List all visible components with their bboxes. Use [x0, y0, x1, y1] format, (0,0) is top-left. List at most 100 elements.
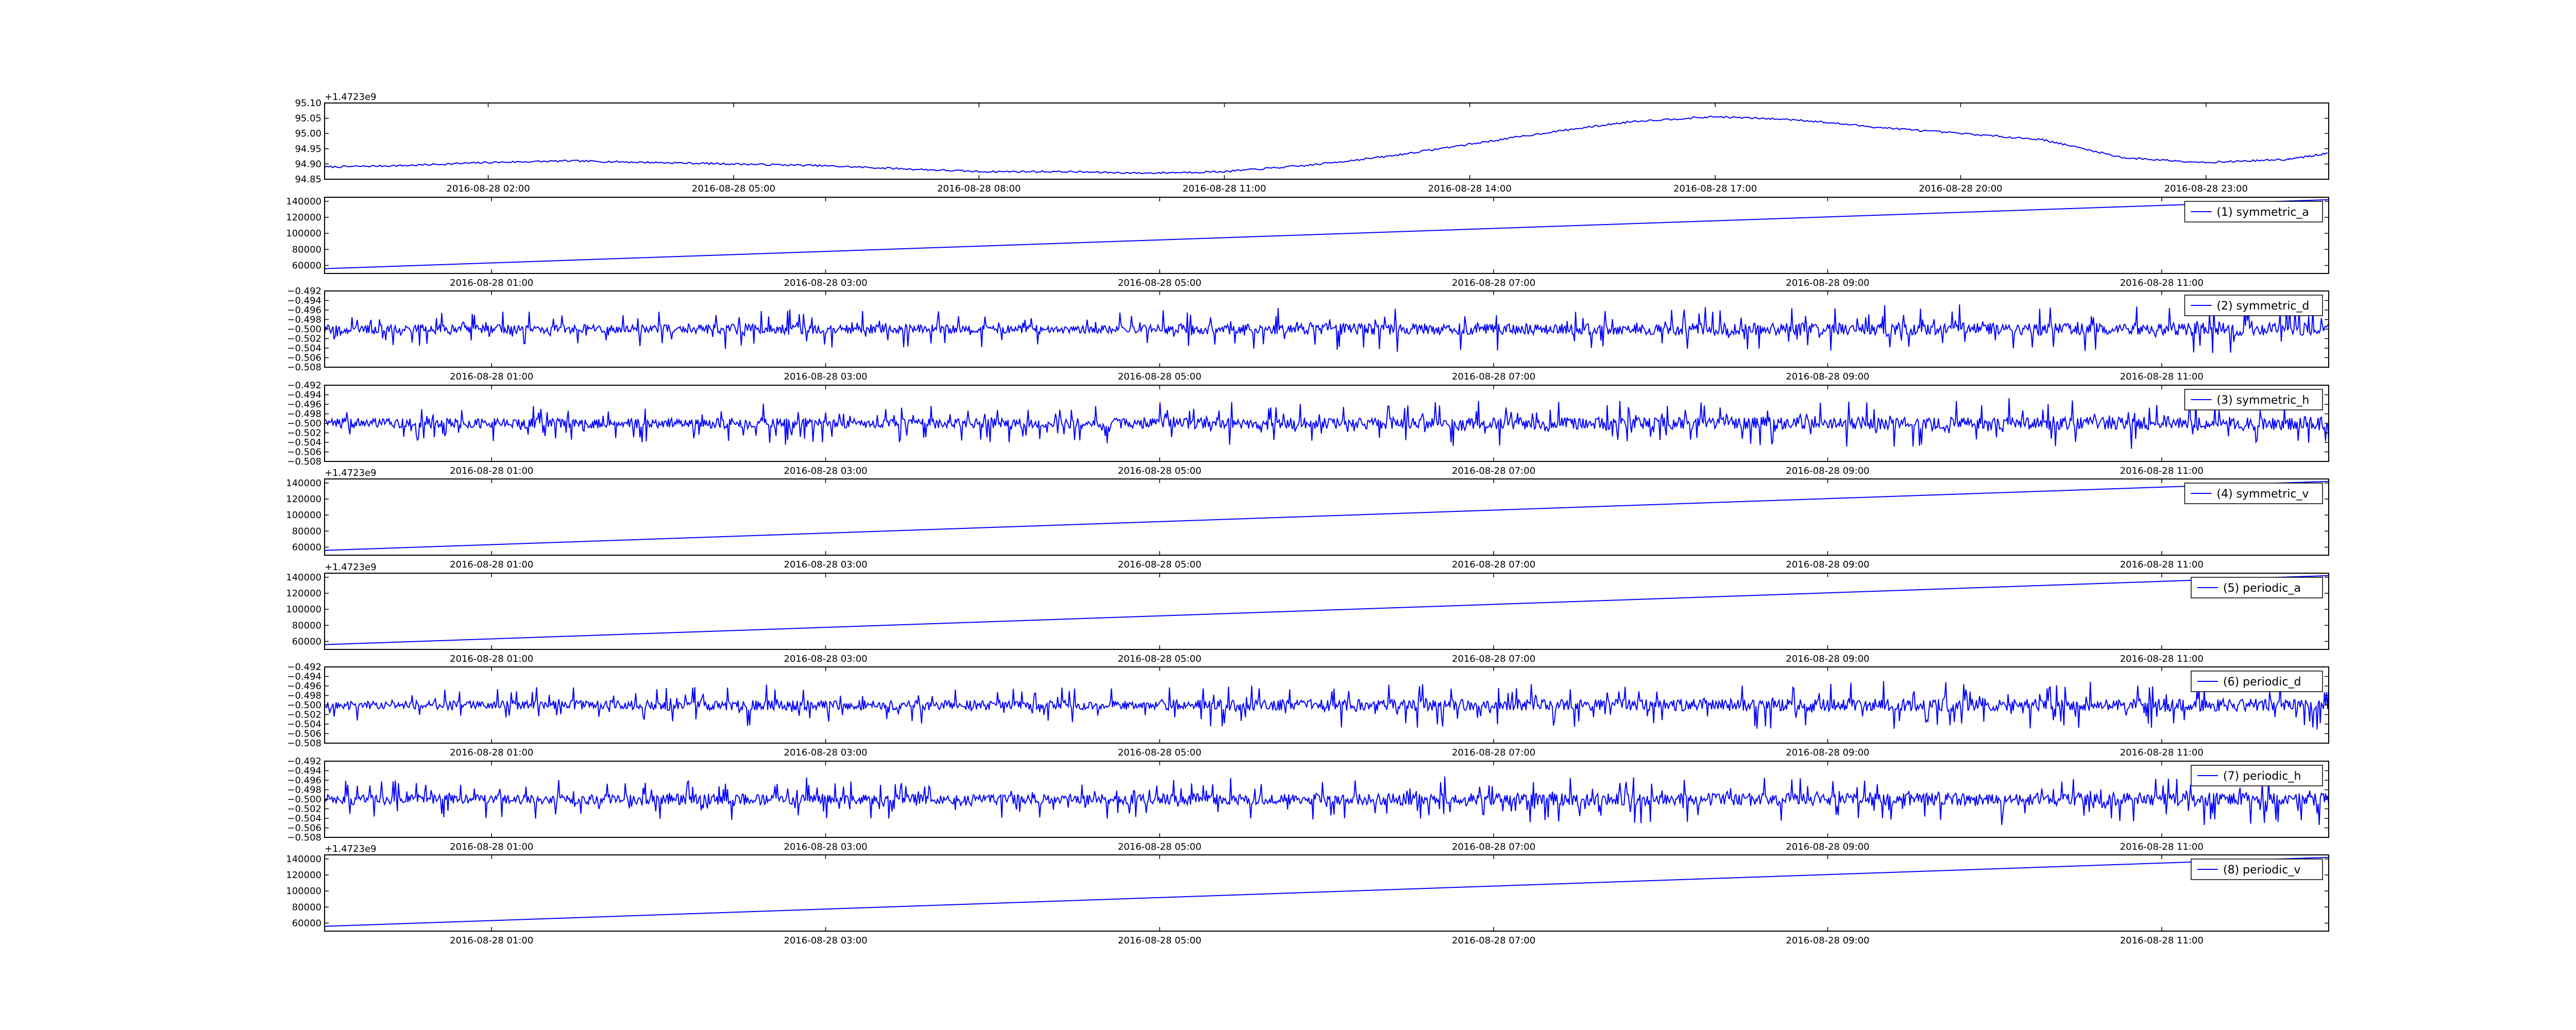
ytick-label: −0.498: [287, 315, 321, 325]
xtick-label: 2016-08-28 01:00: [450, 842, 533, 852]
ytick-label: −0.494: [287, 296, 321, 306]
xtick-label: 2016-08-28 07:00: [1452, 278, 1535, 288]
xtick-label: 2016-08-28 01:00: [450, 935, 533, 946]
xtick-label: 2016-08-28 07:00: [1452, 654, 1535, 664]
xtick-label: 2016-08-28 11:00: [2120, 466, 2204, 476]
legend-label: (5) periodic_a: [2223, 582, 2301, 595]
xtick-label: 2016-08-28 05:00: [1118, 654, 1201, 664]
xtick-label: 2016-08-28 11:00: [2120, 935, 2204, 946]
ytick-label: −0.506: [287, 353, 321, 364]
xtick-label: 2016-08-28 03:00: [784, 371, 867, 382]
subplot-7: −0.508−0.506−0.504−0.502−0.500−0.498−0.4…: [287, 756, 2329, 852]
ytick-label: 100000: [286, 604, 321, 615]
subplot-4: 60000 80000 100000 120000 140000 2016-08-28 0…: [286, 468, 2329, 570]
xtick-label: 2016-08-28 02:00: [446, 183, 530, 194]
ytick-label: −0.494: [287, 390, 321, 401]
xtick-label: 2016-08-28 09:00: [1786, 654, 1869, 664]
subplot-3: −0.508−0.506−0.504−0.502−0.500−0.498−0.4…: [287, 380, 2329, 476]
xtick-label: 2016-08-28 07:00: [1452, 842, 1535, 852]
ytick-label: −0.496: [287, 775, 321, 786]
series-line-6: [324, 681, 2329, 730]
xtick-label: 2016-08-28 05:00: [692, 183, 775, 194]
xtick-label: 2016-08-28 01:00: [450, 278, 533, 288]
series-line-2: [324, 304, 2329, 353]
legend-label: (7) periodic_h: [2223, 770, 2301, 783]
legend-label: (2) symmetric_d: [2217, 300, 2310, 313]
xtick-label: 2016-08-28 23:00: [2164, 183, 2248, 194]
ytick-label: −0.502: [287, 334, 321, 345]
xtick-label: 2016-08-28 17:00: [1673, 183, 1757, 194]
ytick-label: 95.05: [295, 113, 321, 124]
xtick-label: 2016-08-28 03:00: [784, 654, 867, 664]
xtick-label: 2016-08-28 07:00: [1452, 371, 1535, 382]
legend-label: (6) periodic_d: [2223, 676, 2301, 689]
ytick-label: 120000: [286, 588, 321, 599]
ytick-label: 80000: [292, 244, 321, 255]
xtick-label: 2016-08-28 03:00: [784, 747, 867, 758]
ytick-label: 80000: [292, 902, 321, 913]
series-line-8: [324, 856, 2329, 927]
ytick-label: −0.506: [287, 447, 321, 458]
ytick-label: −0.498: [287, 409, 321, 420]
legend-box: [2191, 577, 2323, 598]
xtick-label: 2016-08-28 09:00: [1786, 935, 1869, 946]
ytick-label: 140000: [286, 572, 321, 583]
xtick-label: 2016-08-28 07:00: [1452, 747, 1535, 758]
ytick-label: −0.504: [287, 437, 321, 448]
ytick-label: 120000: [286, 212, 321, 223]
ytick-label: 100000: [286, 510, 321, 521]
ytick-label: 80000: [292, 526, 321, 537]
ytick-label: −0.496: [287, 305, 321, 316]
ytick-label: −0.506: [287, 729, 321, 740]
y-offset-label: +1.4723e9: [325, 92, 377, 102]
xtick-label: 2016-08-28 09:00: [1786, 371, 1869, 382]
ytick-label: 95.10: [295, 98, 321, 109]
subplot-0: 94.85 94.90 94.95 95.00 95.05 95.10 2016-08-28…: [295, 92, 2329, 194]
legend-label: (1) symmetric_a: [2217, 206, 2309, 219]
subplot-5: 60000 80000 100000 120000 140000 2016-08-28 0…: [286, 562, 2329, 664]
xtick-label: 2016-08-28 09:00: [1786, 842, 1869, 852]
ytick-label: −0.500: [287, 324, 321, 335]
xtick-label: 2016-08-28 01:00: [450, 466, 533, 476]
ytick-label: −0.508: [287, 832, 321, 843]
xtick-label: 2016-08-28 14:00: [1428, 183, 1512, 194]
ytick-label: −0.494: [287, 672, 321, 682]
xtick-label: 2016-08-28 01:00: [450, 559, 533, 570]
series-line-1: [324, 199, 2329, 269]
ytick-label: 120000: [286, 494, 321, 505]
ytick-label: −0.496: [287, 681, 321, 692]
ytick-label: −0.492: [287, 286, 321, 297]
subplot-1: 60000 80000 100000 120000 140000 2016-08-28 0…: [286, 196, 2329, 288]
legend-label: (4) symmetric_v: [2217, 488, 2309, 501]
ytick-label: −0.492: [287, 380, 321, 391]
subplot-2: −0.508−0.506−0.504−0.502−0.500−0.498−0.4…: [287, 286, 2329, 382]
xtick-label: 2016-08-28 07:00: [1452, 559, 1535, 570]
ytick-label: 140000: [286, 854, 321, 865]
ytick-label: −0.502: [287, 428, 321, 439]
ytick-label: 80000: [292, 620, 321, 631]
xtick-label: 2016-08-28 20:00: [1919, 183, 2002, 194]
xtick-label: 2016-08-28 11:00: [2120, 559, 2204, 570]
ytick-label: 140000: [286, 196, 321, 207]
legend-label: (8) periodic_v: [2223, 864, 2300, 877]
xtick-label: 2016-08-28 08:00: [937, 183, 1021, 194]
xtick-label: 2016-08-28 11:00: [2120, 654, 2204, 664]
xtick-label: 2016-08-28 05:00: [1118, 466, 1201, 476]
ytick-label: 100000: [286, 228, 321, 239]
xtick-label: 2016-08-28 09:00: [1786, 278, 1869, 288]
ytick-label: −0.508: [287, 362, 321, 373]
xtick-label: 2016-08-28 03:00: [784, 842, 867, 852]
ytick-label: −0.500: [287, 794, 321, 805]
xtick-label: 2016-08-28 07:00: [1452, 466, 1535, 476]
xtick-label: 2016-08-28 05:00: [1118, 559, 1201, 570]
ytick-label: −0.506: [287, 823, 321, 834]
xtick-label: 2016-08-28 01:00: [450, 747, 533, 758]
y-offset-label: +1.4723e9: [325, 468, 377, 478]
xtick-label: 2016-08-28 11:00: [2120, 278, 2204, 288]
xtick-label: 2016-08-28 05:00: [1118, 935, 1201, 946]
ytick-label: 100000: [286, 886, 321, 897]
ytick-label: −0.498: [287, 691, 321, 701]
ytick-label: −0.498: [287, 785, 321, 796]
xtick-label: 2016-08-28 03:00: [784, 466, 867, 476]
